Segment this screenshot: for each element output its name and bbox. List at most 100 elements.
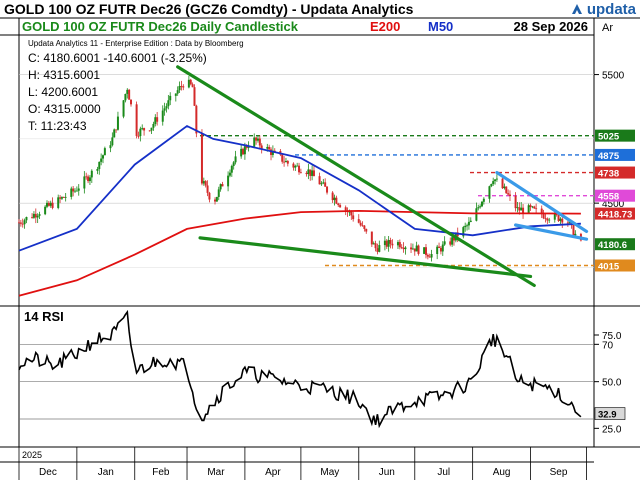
ma50-line bbox=[18, 124, 581, 252]
candle-body bbox=[333, 197, 336, 201]
candle-body bbox=[234, 156, 237, 163]
candle-body bbox=[21, 223, 24, 225]
candle-body bbox=[320, 183, 323, 185]
candle-body bbox=[44, 206, 47, 215]
candle-body bbox=[424, 247, 427, 255]
candle-body bbox=[516, 207, 519, 209]
candle-body bbox=[217, 189, 220, 197]
candle-body bbox=[204, 181, 207, 186]
candle-body bbox=[529, 205, 532, 207]
level-label-text: 4558 bbox=[598, 192, 619, 203]
candle-body bbox=[296, 165, 299, 167]
candle-body bbox=[527, 205, 530, 214]
candle-body bbox=[161, 110, 164, 122]
candle-body bbox=[348, 211, 351, 213]
candle-body bbox=[214, 199, 217, 202]
candle-body bbox=[180, 85, 183, 87]
rsi-last-box bbox=[594, 407, 626, 420]
candle-body bbox=[299, 172, 302, 174]
level-label-box bbox=[595, 148, 635, 161]
candle-body bbox=[439, 247, 442, 252]
candle-body bbox=[240, 148, 243, 157]
candle-body bbox=[359, 222, 362, 226]
candle-body bbox=[25, 217, 28, 221]
candle-body bbox=[266, 146, 269, 149]
candle-body bbox=[195, 105, 198, 134]
candle-body bbox=[410, 247, 413, 250]
candle-body bbox=[148, 130, 151, 132]
rsi-tick-label: 70 bbox=[602, 340, 614, 351]
candle-body bbox=[370, 231, 373, 245]
candle-body bbox=[559, 218, 562, 221]
candle-body bbox=[452, 237, 455, 241]
candle-body bbox=[339, 205, 342, 208]
candle-body bbox=[492, 181, 495, 185]
candle-body bbox=[441, 244, 444, 252]
candle-body bbox=[404, 247, 407, 250]
candle-body bbox=[178, 85, 181, 91]
candle-body bbox=[572, 223, 575, 236]
candle-body bbox=[273, 150, 276, 152]
price-tick-label: 5500 bbox=[602, 71, 625, 82]
candle-body bbox=[389, 239, 392, 244]
candle-body bbox=[387, 239, 390, 247]
candle-body bbox=[522, 207, 525, 214]
candle-body bbox=[294, 165, 297, 168]
rsi-last-label: 32.9 bbox=[598, 410, 617, 421]
level-label-box bbox=[595, 238, 635, 251]
candle-body bbox=[116, 116, 119, 130]
candle-body bbox=[47, 202, 50, 206]
candle-body bbox=[88, 177, 91, 182]
trendline bbox=[495, 170, 589, 234]
month-label: Jun bbox=[379, 467, 395, 478]
candle-body bbox=[260, 145, 263, 149]
rsi bbox=[18, 309, 599, 429]
candle-body bbox=[495, 178, 498, 180]
candle-body bbox=[100, 158, 103, 162]
candle-body bbox=[480, 201, 483, 207]
candle-body bbox=[507, 193, 510, 195]
candle-body bbox=[311, 170, 314, 176]
candle-body bbox=[109, 145, 112, 149]
candle-body bbox=[501, 178, 504, 189]
indicators bbox=[18, 124, 581, 297]
candle-body bbox=[469, 220, 472, 222]
candle-body bbox=[561, 218, 564, 223]
candle-body bbox=[268, 146, 271, 150]
candle-body bbox=[566, 222, 569, 224]
candle-body bbox=[533, 206, 536, 209]
candle-body bbox=[227, 175, 230, 187]
candle-body bbox=[34, 213, 37, 218]
level-label-text: 4875 bbox=[598, 151, 620, 162]
candle-body bbox=[96, 169, 99, 171]
candle-body bbox=[72, 188, 75, 192]
candle-body bbox=[376, 248, 379, 252]
rsi-line bbox=[18, 309, 582, 429]
candle-body bbox=[292, 163, 295, 168]
month-label: Feb bbox=[152, 467, 170, 478]
candle-body bbox=[514, 195, 517, 209]
candle-body bbox=[189, 79, 192, 85]
chart-date: 28 Sep 2026 bbox=[514, 19, 588, 34]
candle-body bbox=[361, 225, 364, 227]
candle-body bbox=[139, 128, 142, 137]
price-tick-label: 4500 bbox=[602, 199, 625, 210]
candle-body bbox=[243, 146, 246, 155]
candle-body bbox=[283, 161, 286, 163]
candle-body bbox=[128, 89, 131, 100]
candle-body bbox=[479, 206, 482, 208]
candle-body bbox=[540, 208, 543, 215]
candle-body bbox=[247, 146, 250, 148]
candle-body bbox=[286, 160, 289, 164]
candle-body bbox=[18, 222, 20, 224]
candle-body bbox=[74, 190, 77, 192]
candle-body bbox=[365, 228, 368, 232]
candle-body bbox=[312, 170, 315, 177]
candle-body bbox=[557, 214, 560, 221]
candle-body bbox=[130, 99, 133, 105]
candle-body bbox=[111, 137, 114, 146]
axis-labels: Dec Jan Feb Mar Apr May Jun Jul Aug Sep 5500 4500 50… bbox=[39, 71, 635, 478]
level-label-box bbox=[595, 166, 635, 179]
ohlc-open: O: 4315.0000 bbox=[28, 102, 101, 116]
